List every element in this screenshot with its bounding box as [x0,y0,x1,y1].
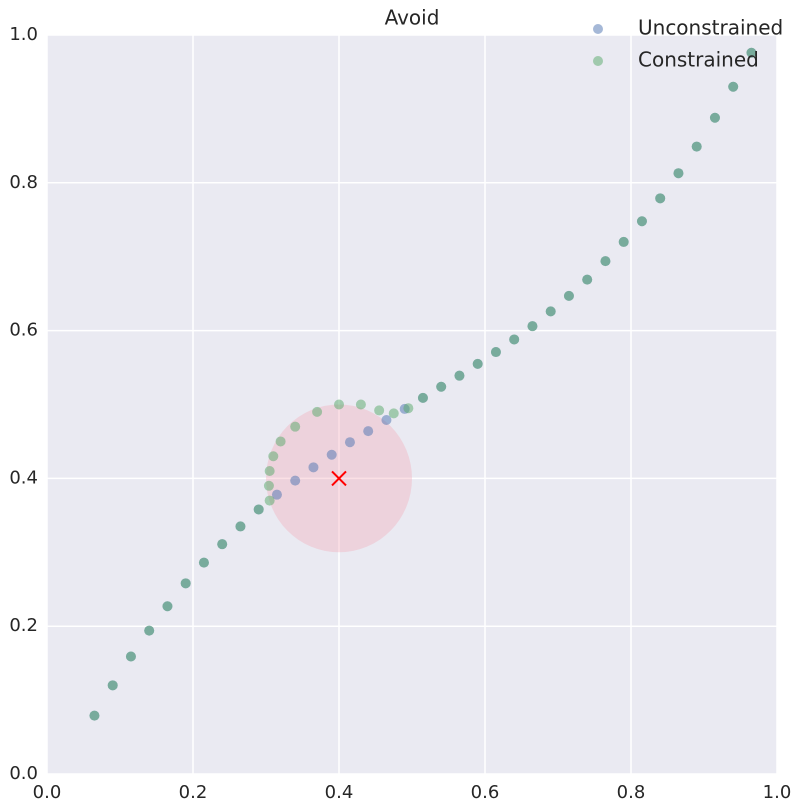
scatter-point [355,399,366,410]
y-tick-label: 0.4 [9,467,38,488]
scatter-point [636,216,647,227]
scatter-point [198,557,209,568]
scatter-point [403,403,414,414]
scatter-point [417,392,428,403]
scatter-point [235,521,246,532]
x-marker [331,470,347,487]
scatter-point [527,321,538,332]
scatter-point [673,168,684,179]
legend-marker [593,24,603,34]
scatter-point [545,306,556,317]
scatter-point [600,256,611,267]
scatter-point [582,274,593,285]
y-tick-label: 1.0 [9,24,38,45]
scatter-point [217,539,228,550]
legend-marker [593,56,603,66]
scatter-point [180,578,191,589]
legend-label: Constrained [638,48,759,72]
scatter-point [344,437,355,448]
y-tick-label: 0.6 [9,320,38,341]
scatter-point [271,489,282,500]
scatter-point [334,399,344,410]
scatter-point [89,710,100,721]
scatter-point [107,680,118,691]
scatter-point [728,81,739,92]
scatter-point [264,495,275,506]
scatter-point [268,451,279,462]
scatter-point [388,408,399,419]
scatter-point [263,480,274,491]
scatter-point [253,504,264,515]
scatter-point [490,347,501,358]
plot-area [47,35,777,774]
y-tick-label: 0.0 [9,763,38,784]
scatter-point [308,462,319,473]
scatter-point [746,47,757,58]
scatter-point [326,449,337,460]
scatter-point [381,415,392,426]
scatter-point [709,112,720,123]
x-tick-label: 0.8 [617,782,646,803]
scatter-point [563,290,574,301]
scatter-point [618,236,629,247]
chart-title: Avoid [385,6,440,30]
scatter-point [691,141,702,152]
scatter-point [363,426,374,437]
scatter-point [509,334,520,345]
x-tick-label: 0.6 [471,782,500,803]
scatter-point [264,466,275,477]
scatter-point [436,381,447,392]
scatter-point [125,651,136,662]
x-tick-label: 1.0 [763,782,792,803]
scatter-point [144,625,155,636]
scatter-point [162,601,173,612]
x-tick-label: 0.4 [325,782,354,803]
scatter-point [472,358,483,369]
legend-label: Unconstrained [638,16,783,40]
x-tick-label: 0.2 [179,782,208,803]
scatter-point [454,370,465,381]
legend: Unconstrained Constrained [593,16,783,72]
scatter-point [374,405,385,416]
y-tick-label: 0.2 [9,615,38,636]
y-tick-label: 0.8 [9,172,38,193]
x-tick-label: 0.0 [33,782,62,803]
scatter-point [312,406,323,417]
obstacle-center [331,470,347,487]
scatter-point [290,475,301,486]
scatter-point [290,421,301,432]
scatter-point [275,436,286,447]
scatter-point [655,193,666,204]
